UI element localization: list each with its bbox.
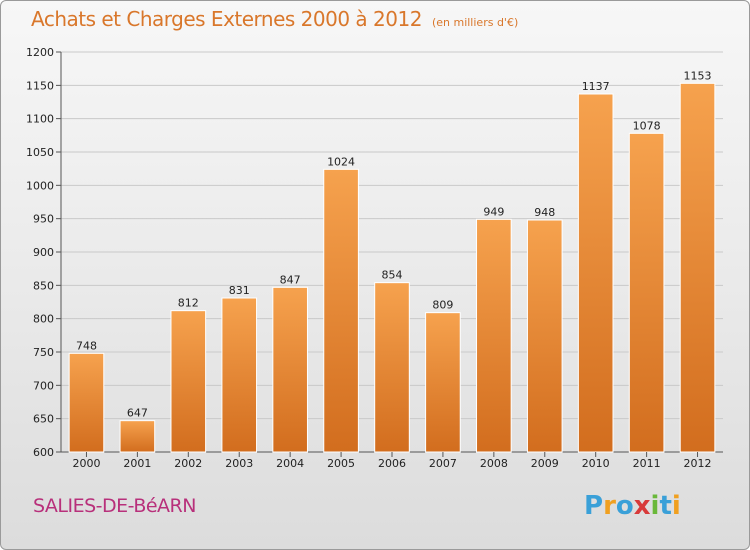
x-tick-label: 2010 <box>582 457 610 470</box>
bar-2000 <box>68 352 105 453</box>
x-tick-label: 2008 <box>480 457 508 470</box>
bar-value-label: 812 <box>178 297 199 310</box>
commune-name: SALIES-DE-BéARN <box>33 495 196 517</box>
logo-letter: r <box>603 491 616 521</box>
y-tick-label: 1200 <box>26 46 54 59</box>
bar-value-label: 1137 <box>582 80 610 93</box>
bar-2005 <box>323 168 359 453</box>
proxiti-logo: Proxiti <box>584 491 681 521</box>
bar-value-label: 949 <box>483 205 504 218</box>
x-axis: 2000 2001 2002 2003 2004 2005 2006 2007 2008 2009… <box>72 452 712 470</box>
y-tick-label: 600 <box>33 446 54 459</box>
bar-value-label: 1153 <box>684 69 712 82</box>
chart-unit: (en milliers d'€) <box>431 16 519 29</box>
logo-letter: t <box>659 491 672 521</box>
logo-letter: x <box>633 491 651 521</box>
bar-2004 <box>272 286 308 453</box>
y-tick-label: 1000 <box>26 179 54 192</box>
x-tick-label: 2003 <box>225 457 253 470</box>
bar-2006 <box>374 282 410 453</box>
bar-value-label: 748 <box>76 339 97 352</box>
x-tick-label: 2011 <box>633 457 661 470</box>
chart-title: Achats et Charges Externes 2000 à 2012 (e… <box>31 7 518 31</box>
logo-letter: o <box>615 491 634 521</box>
bar-2008 <box>476 218 512 453</box>
bar-value-label: 948 <box>534 206 555 219</box>
logo-letter: P <box>584 491 604 521</box>
bar-value-label: 647 <box>127 407 148 420</box>
x-tick-label: 2005 <box>327 457 355 470</box>
y-tick-label: 1050 <box>26 146 54 159</box>
x-tick-label: 2004 <box>276 457 304 470</box>
y-tick-label: 800 <box>33 313 54 326</box>
bar-2010 <box>577 93 614 453</box>
x-tick-label: 2007 <box>429 457 457 470</box>
x-tick-label: 2006 <box>378 457 406 470</box>
x-tick-label: 2012 <box>684 457 712 470</box>
bar-value-label: 1024 <box>327 155 355 168</box>
y-tick-label: 900 <box>33 246 54 259</box>
bar-value-label: 847 <box>280 273 301 286</box>
bars: 748 647 812 831 847 1024 854 809 949 948 1137 1078 1… <box>68 69 716 453</box>
bar-value-label: 854 <box>382 269 403 282</box>
bar-2011 <box>628 132 665 453</box>
x-tick-label: 2002 <box>174 457 202 470</box>
bar-2009 <box>526 219 563 453</box>
y-tick-label: 850 <box>33 279 54 292</box>
x-tick-label: 2009 <box>531 457 559 470</box>
logo-letter: i <box>650 491 660 521</box>
bar-value-label: 831 <box>229 284 250 297</box>
y-tick-label: 950 <box>33 213 54 226</box>
bar-value-label: 1078 <box>633 119 661 132</box>
logo-letter: i <box>671 491 681 521</box>
bar-2012 <box>679 82 716 453</box>
y-tick-label: 650 <box>33 413 54 426</box>
bar-2007 <box>425 312 461 453</box>
chart-title-text: Achats et Charges Externes 2000 à 2012 <box>31 7 422 31</box>
bar-2003 <box>221 297 258 453</box>
y-tick-label: 750 <box>33 346 54 359</box>
y-tick-label: 700 <box>33 379 54 392</box>
x-tick-label: 2000 <box>72 457 100 470</box>
x-tick-label: 2001 <box>123 457 151 470</box>
bar-2001 <box>119 420 156 453</box>
y-tick-label: 1150 <box>26 79 54 92</box>
bar-value-label: 809 <box>432 299 453 312</box>
bar-2002 <box>170 310 207 453</box>
y-tick-label: 1100 <box>26 113 54 126</box>
